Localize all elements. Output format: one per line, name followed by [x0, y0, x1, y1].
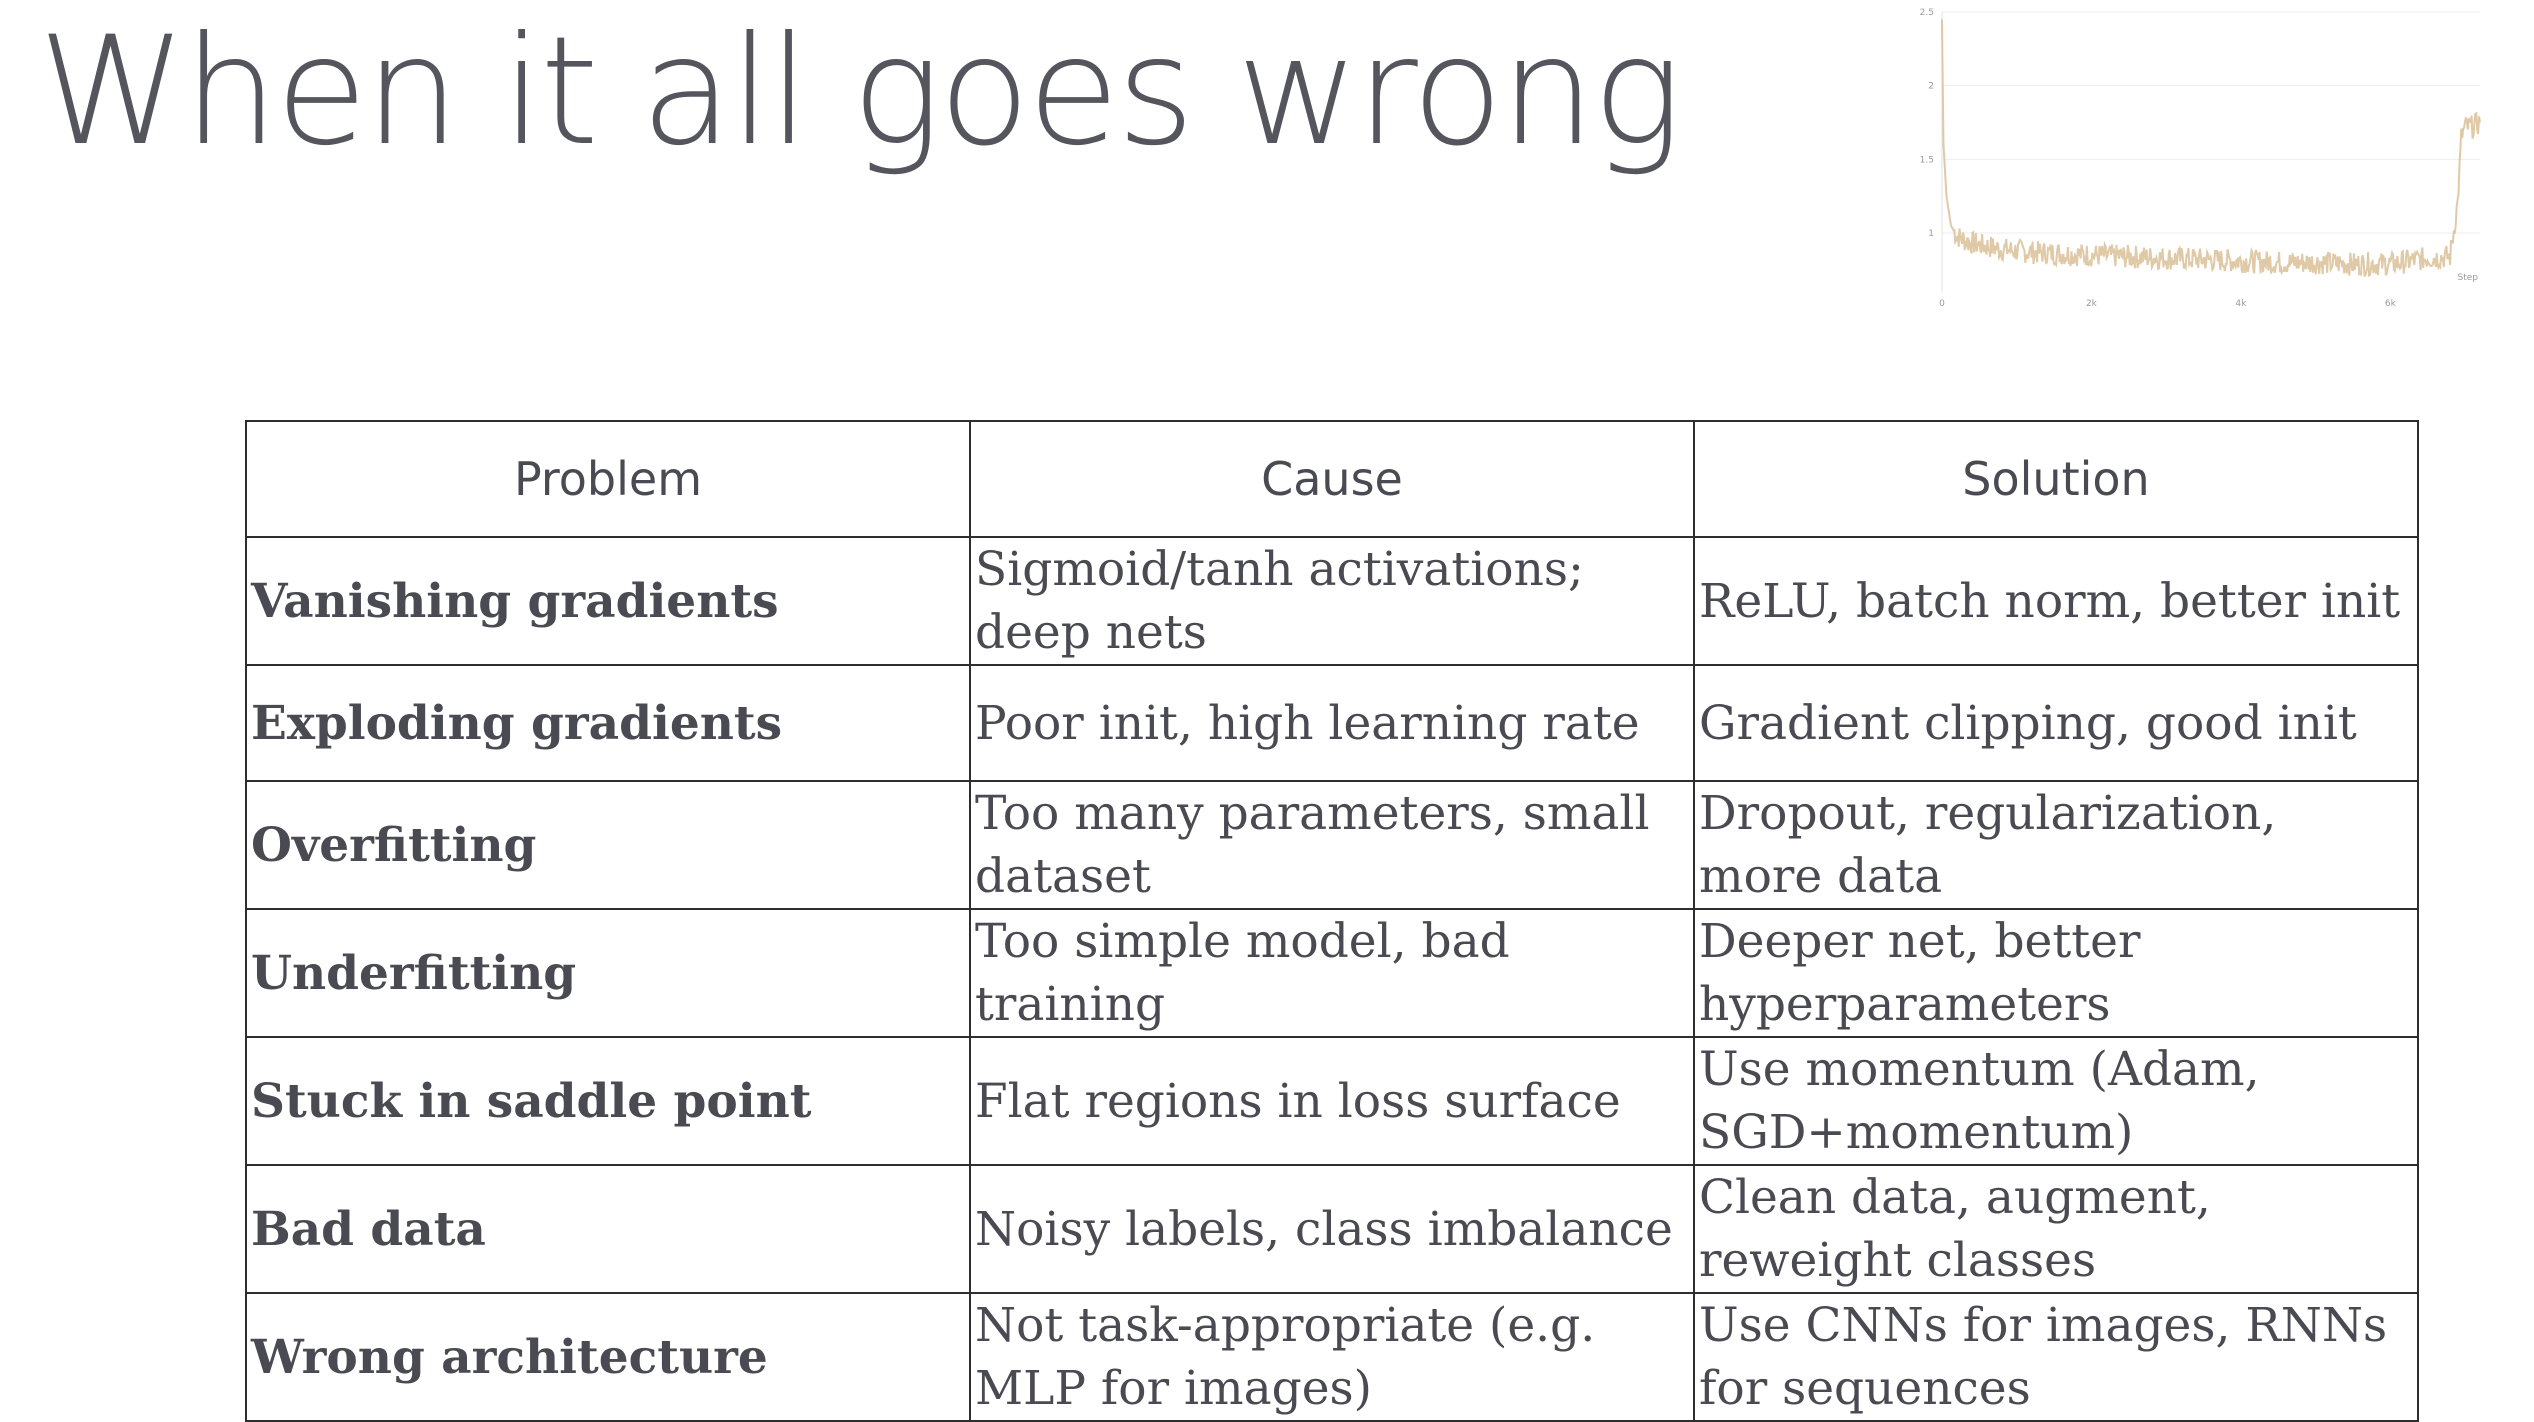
- table-row: Wrong architecture Not task-appropriate …: [245, 1292, 2419, 1422]
- solution-cell: Clean data, augment, reweight classes: [1693, 1164, 2419, 1294]
- cause-cell: Poor init, high learning rate: [969, 664, 1695, 782]
- table-row: Exploding gradients Poor init, high lear…: [245, 664, 2419, 782]
- cause-cell: Noisy labels, class imbalance: [969, 1164, 1695, 1294]
- header-solution: Solution: [1693, 420, 2419, 538]
- chart-x-ticks: 0 2k 4k 6k: [1939, 299, 2396, 309]
- table-row: Underfitting Too simple model, bad train…: [245, 908, 2419, 1038]
- problem-cell: Vanishing gradients: [245, 536, 971, 666]
- problem-cell: Overfitting: [245, 780, 971, 910]
- cause-cell: Not task-appropriate (e.g. MLP for image…: [969, 1292, 1695, 1422]
- problem-cell: Wrong architecture: [245, 1292, 971, 1422]
- chart-x-tick-label: 6k: [2385, 299, 2397, 309]
- chart-y-tick-label: 1.5: [1920, 155, 1934, 165]
- table-row: Vanishing gradients Sigmoid/tanh activat…: [245, 536, 2419, 666]
- table-row: Bad data Noisy labels, class imbalance C…: [245, 1164, 2419, 1294]
- loss-series-line: [1941, 19, 2481, 277]
- chart-x-tick-label: 4k: [2235, 299, 2247, 309]
- solution-cell: Use momentum (Adam, SGD+momentum): [1693, 1036, 2419, 1166]
- table-row: Stuck in saddle point Flat regions in lo…: [245, 1036, 2419, 1166]
- solution-cell: Gradient clipping, good init: [1693, 664, 2419, 782]
- problem-cell: Stuck in saddle point: [245, 1036, 971, 1166]
- solution-cell: Use CNNs for images, RNNs for sequences: [1693, 1292, 2419, 1422]
- solution-cell: Dropout, regularization, more data: [1693, 780, 2419, 910]
- problem-cell: Exploding gradients: [245, 664, 971, 782]
- cause-cell: Flat regions in loss surface: [969, 1036, 1695, 1166]
- problem-cell: Underfitting: [245, 908, 971, 1038]
- slide-title: When it all goes wrong: [38, 5, 1682, 179]
- solution-cell: Deeper net, better hyperparameters: [1693, 908, 2419, 1038]
- header-cause: Cause: [969, 420, 1695, 538]
- table-row: Overfitting Too many parameters, small d…: [245, 780, 2419, 910]
- chart-y-tick-label: 2: [1928, 82, 1934, 92]
- chart-grid: [1941, 11, 2480, 292]
- chart-y-tick-label: 1: [1928, 229, 1934, 239]
- chart-x-axis-label: Step: [2458, 273, 2479, 283]
- chart-y-tick-label: 2.5: [1920, 8, 1934, 18]
- chart-x-tick-label: 2k: [2086, 299, 2098, 309]
- solution-cell: ReLU, batch norm, better init: [1693, 536, 2419, 666]
- chart-x-tick-label: 0: [1939, 299, 1945, 309]
- chart-y-ticks: 1 1.5 2 2.5: [1920, 8, 1934, 239]
- troubleshooting-table: Problem Cause Solution Vanishing gradien…: [245, 420, 2419, 1422]
- header-problem: Problem: [245, 420, 971, 538]
- cause-cell: Too many parameters, small dataset: [969, 780, 1695, 910]
- cause-cell: Too simple model, bad training: [969, 908, 1695, 1038]
- cause-cell: Sigmoid/tanh activations; deep nets: [969, 536, 1695, 666]
- table-header-row: Problem Cause Solution: [245, 420, 2419, 538]
- loss-chart: 1 1.5 2 2.5 0 2k 4k 6k Step: [1920, 8, 2481, 309]
- problem-cell: Bad data: [245, 1164, 971, 1294]
